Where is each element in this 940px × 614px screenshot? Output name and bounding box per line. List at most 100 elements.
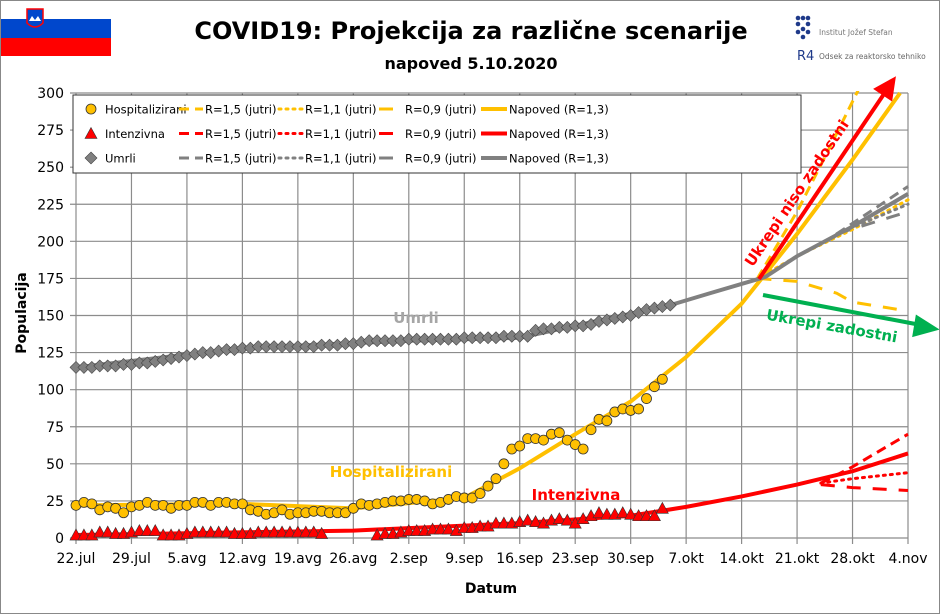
- annotation-umrli: Umrli: [393, 309, 439, 327]
- data-point-hospitalizirani: [86, 498, 98, 510]
- chart-subtitle: napoved 5.10.2020: [384, 54, 557, 73]
- data-point-intenzivna: [148, 523, 162, 536]
- x-tick-label: 4.nov: [888, 551, 927, 567]
- legend-label: Intenzivna: [105, 127, 165, 141]
- y-tick-label: 250: [37, 160, 64, 176]
- data-point-intenzivna: [156, 528, 170, 541]
- data-point-intenzivna: [647, 509, 661, 522]
- y-tick-label: 200: [37, 234, 64, 250]
- data-point-hospitalizirani: [641, 393, 652, 404]
- data-point-hospitalizirani: [633, 403, 644, 415]
- data-point-intenzivna: [315, 526, 329, 539]
- data-point-intenzivna: [93, 525, 107, 538]
- x-tick-label: 2.sep: [390, 551, 428, 567]
- data-point-intenzivna: [529, 515, 543, 527]
- legend-label: R=1,5 (jutri): [205, 103, 276, 117]
- projection-intenzivna-dash2: [820, 483, 909, 493]
- data-point-hospitalizirani: [538, 434, 549, 446]
- y-tick-label: 125: [37, 346, 64, 362]
- x-tick-label: 21.okt: [775, 551, 820, 567]
- data-point-intenzivna: [275, 525, 289, 538]
- data-point-intenzivna: [212, 525, 226, 538]
- legend-marker-umrli: [84, 151, 98, 165]
- data-point-intenzivna: [600, 507, 614, 520]
- data-point-hospitalizirani: [649, 381, 660, 393]
- data-point-intenzivna: [402, 523, 416, 536]
- projection-hospitalizirani-dash2: [757, 276, 909, 313]
- legend-label: R=1,1 (jutri): [305, 152, 376, 166]
- data-point-intenzivna: [426, 522, 440, 535]
- projection-intenzivna-dot: [819, 471, 910, 485]
- y-tick-label: 150: [37, 309, 64, 325]
- x-tick-label: 26.avg: [329, 551, 377, 567]
- data-point-intenzivna: [259, 525, 273, 538]
- data-point-intenzivna: [441, 522, 455, 535]
- chart-title: COVID19: Projekcija za različne scenarij…: [194, 17, 747, 45]
- x-tick-label: 28.okt: [830, 551, 875, 567]
- arrow-good: [762, 293, 939, 338]
- x-tick-label: 30.sep: [607, 551, 654, 567]
- legend-label: Napoved (R=1,3): [509, 103, 609, 117]
- data-point-hospitalizirani: [585, 424, 597, 436]
- data-point-intenzivna: [640, 509, 654, 522]
- legend-label: R=0,9 (jutri): [405, 103, 476, 117]
- projection-intenzivna-dash: [820, 432, 909, 485]
- ijs-logo-text: Institut Jožef Stefan: [819, 28, 893, 37]
- data-point-intenzivna: [299, 525, 313, 538]
- legend-box: [72, 94, 802, 174]
- x-tick-label: 22.jul: [57, 551, 96, 567]
- projection-umrli-dash2: [836, 210, 909, 236]
- y-tick-label: 225: [37, 197, 64, 213]
- data-point-intenzivna: [592, 506, 606, 519]
- data-point-hospitalizirani: [577, 443, 589, 455]
- ijs-logo: Institut Jožef Stefan R4 Odsek za reakto…: [795, 15, 926, 64]
- data-point-intenzivna: [307, 525, 321, 538]
- legend-marker-intenzivna: [84, 126, 98, 139]
- data-point-intenzivna: [227, 526, 241, 539]
- data-point-intenzivna: [69, 528, 83, 541]
- data-point-intenzivna: [291, 525, 305, 538]
- y-tick-label: 75: [46, 420, 64, 436]
- legend-label: Hospitalizirani: [105, 103, 187, 117]
- data-point-hospitalizirani: [601, 415, 613, 427]
- annotation-hospitalizirani: Hospitalizirani: [330, 463, 452, 481]
- data-point-intenzivna: [188, 525, 202, 538]
- data-point-hospitalizirani: [514, 440, 526, 452]
- legend-marker-hospitalizirani: [85, 103, 97, 115]
- ijs-dots-icon: [795, 15, 811, 40]
- annotation-intenzivna: Intenzivna: [532, 486, 621, 504]
- projection-hospitalizirani-dash: [756, 91, 860, 280]
- data-point-intenzivna: [655, 501, 669, 514]
- data-point-intenzivna: [632, 509, 646, 522]
- data-point-hospitalizirani: [498, 458, 510, 470]
- data-point-intenzivna: [251, 525, 265, 538]
- data-point-intenzivna: [624, 507, 638, 520]
- x-tick-label: 16.sep: [496, 551, 543, 567]
- data-point-intenzivna: [497, 516, 511, 529]
- data-point-intenzivna: [140, 523, 154, 536]
- legend-label: Napoved (R=1,3): [509, 152, 609, 166]
- y-tick-label: 0: [55, 531, 64, 547]
- projection-intenzivna-solid: [76, 451, 909, 538]
- data-point-umrli: [521, 329, 535, 343]
- data-point-intenzivna: [132, 523, 146, 536]
- x-tick-label: 5.avg: [167, 551, 206, 567]
- data-point-intenzivna: [552, 512, 566, 525]
- flag-blue-stripe: [1, 19, 111, 38]
- r4-logo-mark: R4: [797, 49, 814, 64]
- legend-label: R=1,1 (jutri): [305, 103, 376, 117]
- data-point-hospitalizirani: [553, 427, 565, 439]
- y-tick-label: 300: [37, 86, 64, 102]
- data-point-intenzivna: [521, 513, 535, 526]
- legend-label: R=1,5 (jutri): [205, 127, 276, 141]
- flag-red-stripe: [1, 38, 111, 56]
- data-point-hospitalizirani: [490, 473, 502, 485]
- legend-label: R=0,9 (jutri): [405, 152, 476, 166]
- data-point-intenzivna: [101, 525, 115, 538]
- y-tick-label: 50: [46, 457, 64, 473]
- x-axis-label: Datum: [465, 581, 517, 597]
- x-tick-label: 12.avg: [218, 551, 266, 567]
- projection-umrli-dash: [835, 185, 909, 236]
